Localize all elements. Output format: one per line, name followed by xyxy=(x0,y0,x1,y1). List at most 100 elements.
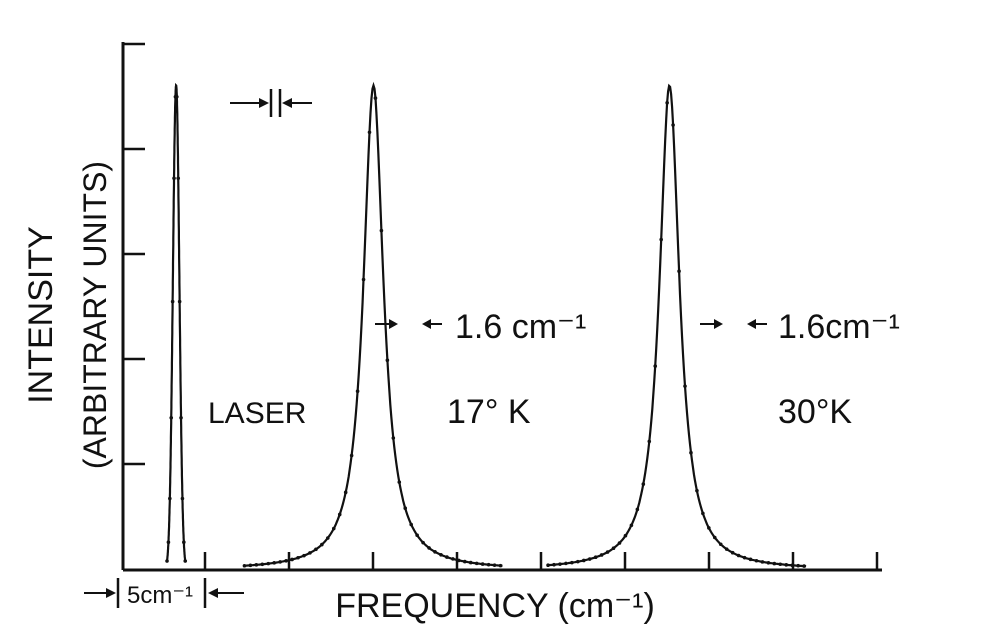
data-point xyxy=(367,130,372,135)
data-point xyxy=(165,559,169,563)
data-point xyxy=(677,269,681,274)
data-point xyxy=(182,540,186,545)
data-point xyxy=(593,555,598,560)
data-point xyxy=(701,511,705,516)
data-point xyxy=(415,533,419,538)
data-point xyxy=(373,96,378,100)
x-axis-label: FREQUENCY (cm⁻¹) xyxy=(335,587,655,625)
peak1-width-left-arrowhead xyxy=(389,319,398,329)
data-point xyxy=(760,560,765,564)
data-point xyxy=(170,299,175,304)
data-point xyxy=(659,237,663,242)
data-point xyxy=(718,542,723,547)
y-axis-label-line2: (ARBITRARY UNITS) xyxy=(77,161,113,469)
data-point xyxy=(166,540,171,545)
data-point xyxy=(403,506,408,511)
series-layer xyxy=(165,81,807,568)
data-point xyxy=(296,555,300,560)
series-3 xyxy=(546,83,807,568)
data-point xyxy=(427,546,431,550)
data-point xyxy=(355,389,360,394)
laser-width-marker: 5cm⁻¹ xyxy=(84,578,244,609)
data-point xyxy=(278,560,282,564)
data-point xyxy=(683,384,687,388)
data-point xyxy=(796,563,800,568)
series-2 xyxy=(242,81,503,568)
peak1-width-right-arrowhead xyxy=(422,319,431,329)
laser-label: LASER xyxy=(208,397,306,430)
data-point xyxy=(492,563,497,567)
data-point xyxy=(169,415,174,420)
data-point xyxy=(331,526,336,531)
data-point xyxy=(570,560,574,565)
peak1-temp-label: 17° K xyxy=(447,393,531,431)
data-point xyxy=(474,561,479,566)
peak2-width-right-arrowhead xyxy=(747,319,756,329)
y-axis-label-line1: INTENSITY xyxy=(22,226,60,404)
data-point xyxy=(343,490,348,495)
data-point xyxy=(784,563,789,567)
data-point xyxy=(641,482,646,486)
data-point xyxy=(290,557,294,562)
data-point xyxy=(302,553,306,558)
data-point xyxy=(480,562,485,566)
data-point xyxy=(385,358,390,362)
peak2-width-left-arrowhead xyxy=(714,319,723,329)
data-point xyxy=(248,563,253,568)
data-point xyxy=(308,551,312,555)
data-point xyxy=(772,561,777,566)
data-point xyxy=(581,558,586,563)
data-point xyxy=(242,563,247,568)
data-point xyxy=(748,557,753,562)
peak2-width-label: 1.6cm⁻¹ xyxy=(778,308,900,346)
data-point xyxy=(587,557,592,561)
data-point xyxy=(254,563,259,567)
data-point xyxy=(433,550,437,554)
series-1 xyxy=(165,82,188,563)
data-point xyxy=(337,512,342,517)
data-point xyxy=(665,100,669,105)
data-point xyxy=(552,562,556,567)
peak1-width-label: 1.6 cm⁻¹ xyxy=(455,308,586,346)
data-point xyxy=(445,555,449,559)
data-point xyxy=(802,564,806,568)
data-point xyxy=(707,526,711,530)
data-point xyxy=(439,553,443,557)
data-point xyxy=(498,563,503,568)
data-point xyxy=(457,558,461,563)
data-point xyxy=(766,561,771,565)
data-point xyxy=(671,123,675,127)
data-point xyxy=(272,561,277,565)
data-point xyxy=(172,176,176,181)
data-point xyxy=(629,523,634,528)
data-point xyxy=(397,480,402,484)
data-point xyxy=(742,555,747,560)
data-point xyxy=(564,561,568,566)
series-line xyxy=(547,83,807,568)
axes xyxy=(121,42,882,572)
data-point xyxy=(361,277,366,282)
data-point xyxy=(177,299,182,304)
laser-width-right-arrowhead xyxy=(208,588,218,598)
data-point xyxy=(611,546,616,550)
resolution-marker xyxy=(230,89,312,117)
peak1-width-marker: 1.6 cm⁻¹ xyxy=(375,308,586,346)
peak2-width-marker: 1.6cm⁻¹ xyxy=(700,308,900,346)
data-point xyxy=(320,542,324,547)
data-point xyxy=(175,95,179,99)
data-point xyxy=(421,540,425,545)
data-point xyxy=(724,547,729,551)
y-ticks xyxy=(123,42,145,466)
data-point xyxy=(168,496,172,501)
data-point xyxy=(599,553,604,557)
data-point xyxy=(754,558,759,563)
data-point xyxy=(736,553,741,558)
data-point xyxy=(486,562,491,567)
data-point xyxy=(730,550,735,555)
data-point xyxy=(183,559,188,563)
data-point xyxy=(180,496,185,501)
peak2-temp-label: 30°K xyxy=(778,393,852,431)
data-point xyxy=(635,507,640,512)
data-point xyxy=(790,563,795,568)
